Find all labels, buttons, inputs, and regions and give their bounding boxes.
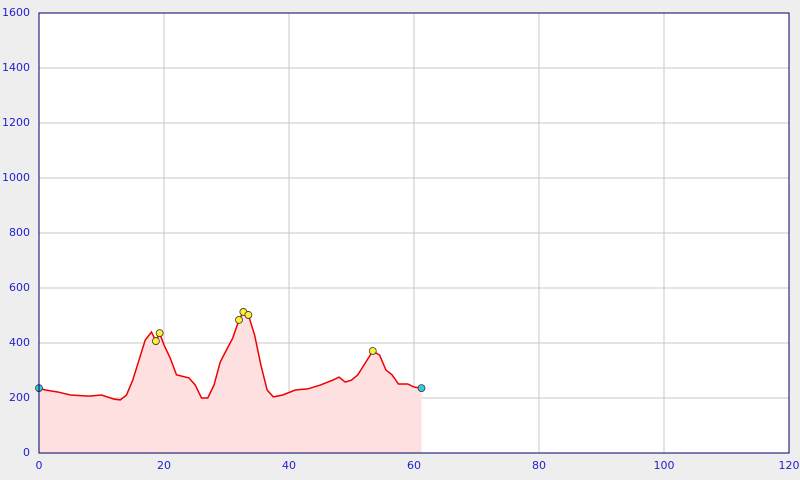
x-tick-label: 80 — [532, 459, 546, 472]
profile-line — [38, 310, 422, 401]
x-tick-label: 60 — [407, 459, 421, 472]
y-tick-label: 1000 — [2, 171, 30, 184]
x-tick-label: 120 — [779, 459, 800, 472]
plot-border — [38, 12, 790, 454]
y-tick-label: 800 — [9, 226, 30, 239]
x-tick-label: 20 — [157, 459, 171, 472]
marker — [417, 384, 426, 393]
y-tick-label: 1600 — [2, 6, 30, 19]
y-tick-label: 200 — [9, 391, 30, 404]
x-tick-label: 40 — [282, 459, 296, 472]
x-tick-label: 0 — [36, 459, 43, 472]
y-tick-label: 1200 — [2, 116, 30, 129]
y-tick-label: 400 — [9, 336, 30, 349]
y-tick-label: 0 — [23, 446, 30, 459]
marker — [244, 311, 253, 319]
marker — [151, 337, 160, 345]
area-fill — [39, 311, 422, 453]
marker — [155, 329, 164, 338]
y-tick-label: 1400 — [2, 61, 30, 74]
marker — [235, 315, 243, 324]
marker — [368, 347, 377, 355]
y-tick-label: 600 — [9, 281, 30, 294]
x-tick-label: 100 — [654, 459, 675, 472]
